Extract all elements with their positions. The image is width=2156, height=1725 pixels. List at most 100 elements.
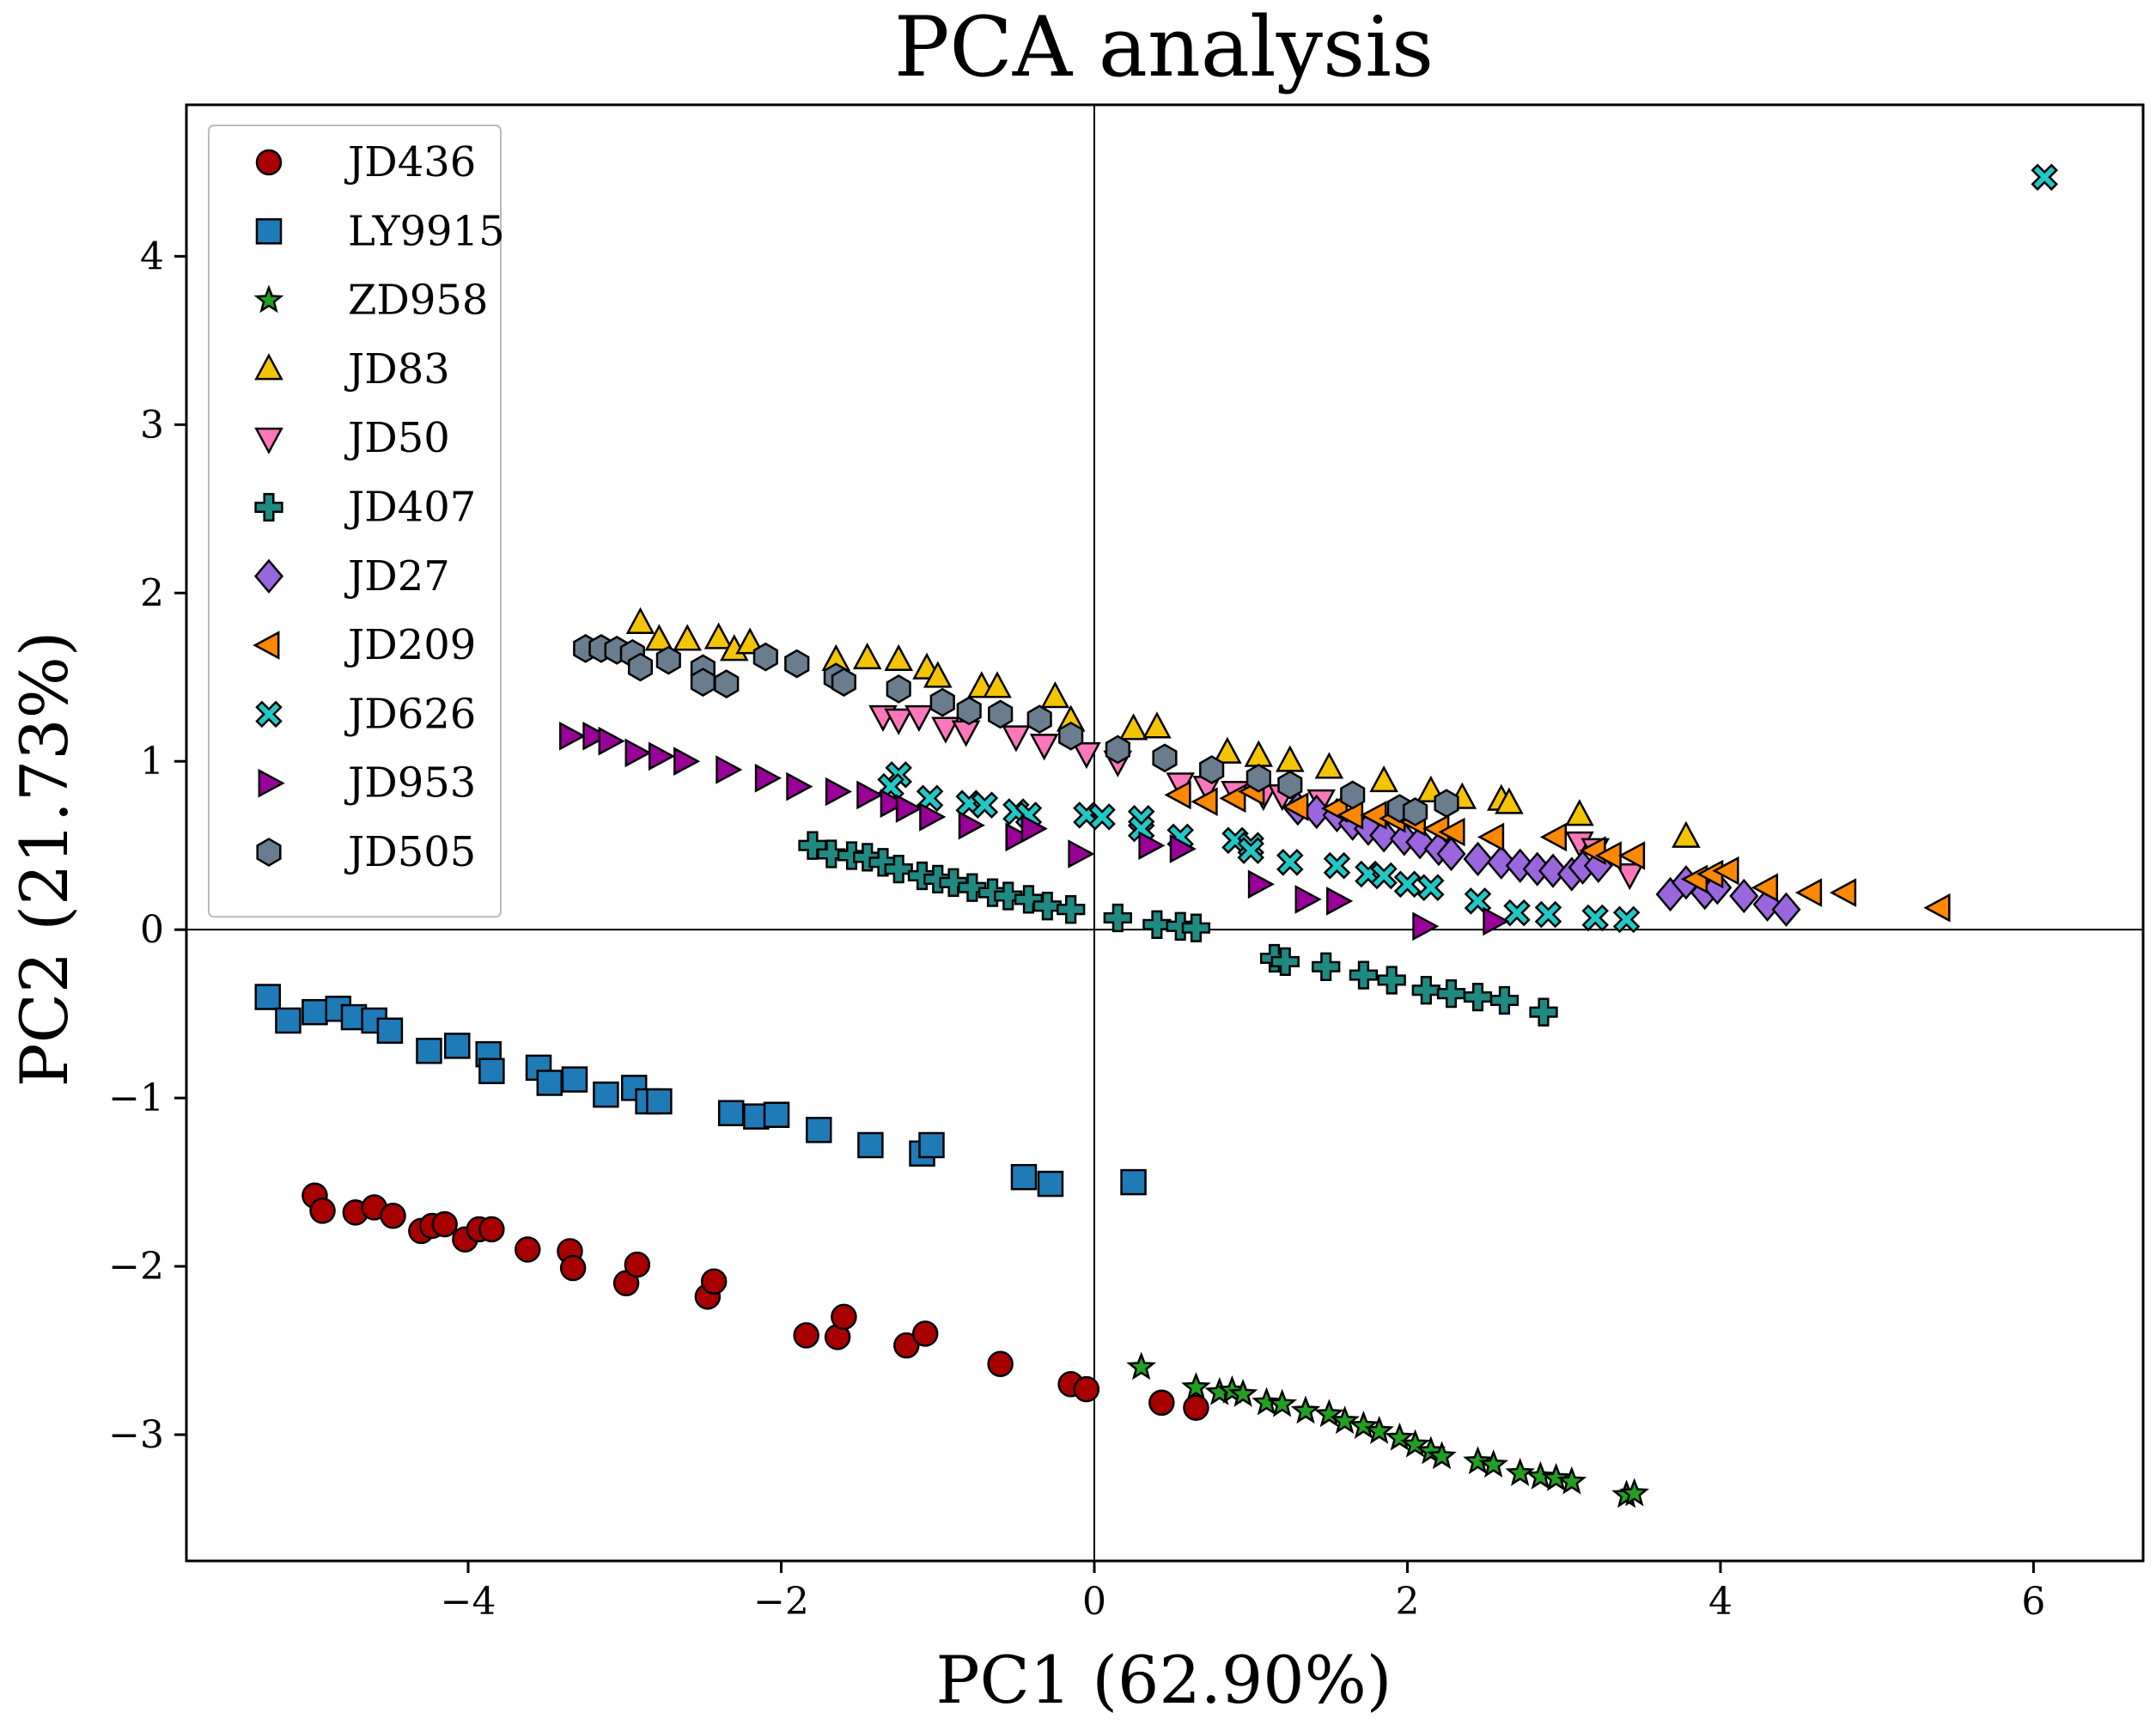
series-jd953 xyxy=(559,722,1510,942)
data-point xyxy=(1314,752,1344,779)
data-point xyxy=(884,854,913,884)
legend-item-jd436: JD436 xyxy=(255,138,476,186)
data-point xyxy=(1120,1168,1147,1196)
data-point xyxy=(786,771,813,802)
data-point xyxy=(582,722,610,751)
legend-label: JD505 xyxy=(344,828,476,876)
data-point xyxy=(886,674,911,704)
data-point xyxy=(1164,780,1191,810)
legend-item-jd209: JD209 xyxy=(253,621,476,669)
legend-label: ZD958 xyxy=(348,277,488,325)
data-point xyxy=(918,1131,945,1159)
data-point xyxy=(275,1007,301,1034)
data-point xyxy=(1464,887,1492,915)
data-point xyxy=(958,810,985,840)
y-tick-label: 1 xyxy=(140,740,164,783)
data-point xyxy=(735,627,764,655)
data-point xyxy=(1326,887,1354,916)
x-tick-label: −4 xyxy=(441,1580,496,1624)
data-point xyxy=(1032,892,1062,921)
data-point xyxy=(853,843,882,872)
data-point xyxy=(1073,1375,1100,1403)
data-point xyxy=(1565,799,1594,826)
legend-item-ly9915: LY9915 xyxy=(255,207,505,255)
data-point xyxy=(880,789,907,818)
data-point xyxy=(929,687,955,717)
series-jd436 xyxy=(301,1182,1209,1421)
data-point xyxy=(916,784,944,813)
data-point xyxy=(1712,856,1739,886)
data-point xyxy=(1400,1429,1430,1458)
data-point xyxy=(1436,978,1466,1009)
data-point xyxy=(1436,836,1466,872)
data-point xyxy=(380,1203,406,1229)
data-point xyxy=(1148,1389,1175,1417)
data-point xyxy=(1026,704,1052,734)
data-point xyxy=(1370,862,1398,890)
legend-item-jd83: JD83 xyxy=(254,345,450,393)
y-tick-label: −2 xyxy=(108,1245,164,1289)
data-point xyxy=(1020,814,1048,844)
data-point xyxy=(1340,780,1366,810)
data-point xyxy=(931,716,960,744)
legend-label: JD209 xyxy=(344,621,476,669)
data-point xyxy=(1142,711,1172,739)
data-point xyxy=(784,649,810,679)
data-point xyxy=(1538,853,1568,888)
y-tick-label: 2 xyxy=(140,571,164,615)
data-point xyxy=(561,1066,588,1093)
y-axis-ticks: −3 −2 −1 0 1 2 3 4 xyxy=(108,235,186,1457)
legend-marker xyxy=(255,149,283,176)
data-point xyxy=(1169,834,1197,863)
data-point xyxy=(1438,817,1465,847)
data-point xyxy=(1294,885,1322,914)
data-point xyxy=(907,861,937,891)
data-point xyxy=(1349,1411,1379,1439)
data-point xyxy=(1247,869,1276,899)
data-point xyxy=(1402,797,1428,826)
data-point xyxy=(1369,818,1399,853)
data-point xyxy=(1729,878,1759,914)
data-point xyxy=(1152,743,1178,773)
data-point xyxy=(1486,844,1516,880)
data-point xyxy=(714,669,740,698)
data-point xyxy=(1282,792,1309,821)
data-point xyxy=(1534,900,1562,929)
y-tick-label: −3 xyxy=(108,1413,164,1457)
data-point xyxy=(1181,1372,1211,1400)
data-point xyxy=(1103,903,1132,933)
data-point xyxy=(700,1268,728,1295)
data-point xyxy=(754,764,783,793)
legend-marker xyxy=(255,700,283,728)
data-point xyxy=(1794,878,1823,907)
legend-marker xyxy=(253,631,280,660)
data-point xyxy=(1330,1405,1360,1435)
data-point xyxy=(478,1216,505,1243)
data-point xyxy=(884,708,913,735)
data-point xyxy=(1037,1170,1064,1198)
data-point xyxy=(559,1254,587,1282)
y-tick-label: −1 xyxy=(108,1076,164,1120)
data-point xyxy=(1166,911,1195,941)
data-point xyxy=(919,802,947,832)
data-point xyxy=(831,667,856,697)
legend-label: JD626 xyxy=(344,690,476,738)
data-point xyxy=(1412,911,1440,942)
legend-label: JD953 xyxy=(344,759,476,808)
data-point xyxy=(1181,913,1211,942)
data-point xyxy=(868,848,898,877)
legend-marker xyxy=(253,284,284,314)
data-point xyxy=(1002,725,1031,753)
data-point xyxy=(1014,885,1044,914)
y-axis-label: PC2 (21.73%) xyxy=(6,631,82,1088)
data-point xyxy=(515,1236,541,1263)
data-point xyxy=(478,1058,505,1085)
data-point xyxy=(857,1131,884,1159)
data-point xyxy=(1005,822,1032,852)
data-point xyxy=(956,696,982,726)
data-point xyxy=(1478,1449,1508,1478)
y-tick-label: 4 xyxy=(140,235,164,278)
data-point xyxy=(1314,1399,1344,1428)
legend-marker xyxy=(254,353,283,381)
